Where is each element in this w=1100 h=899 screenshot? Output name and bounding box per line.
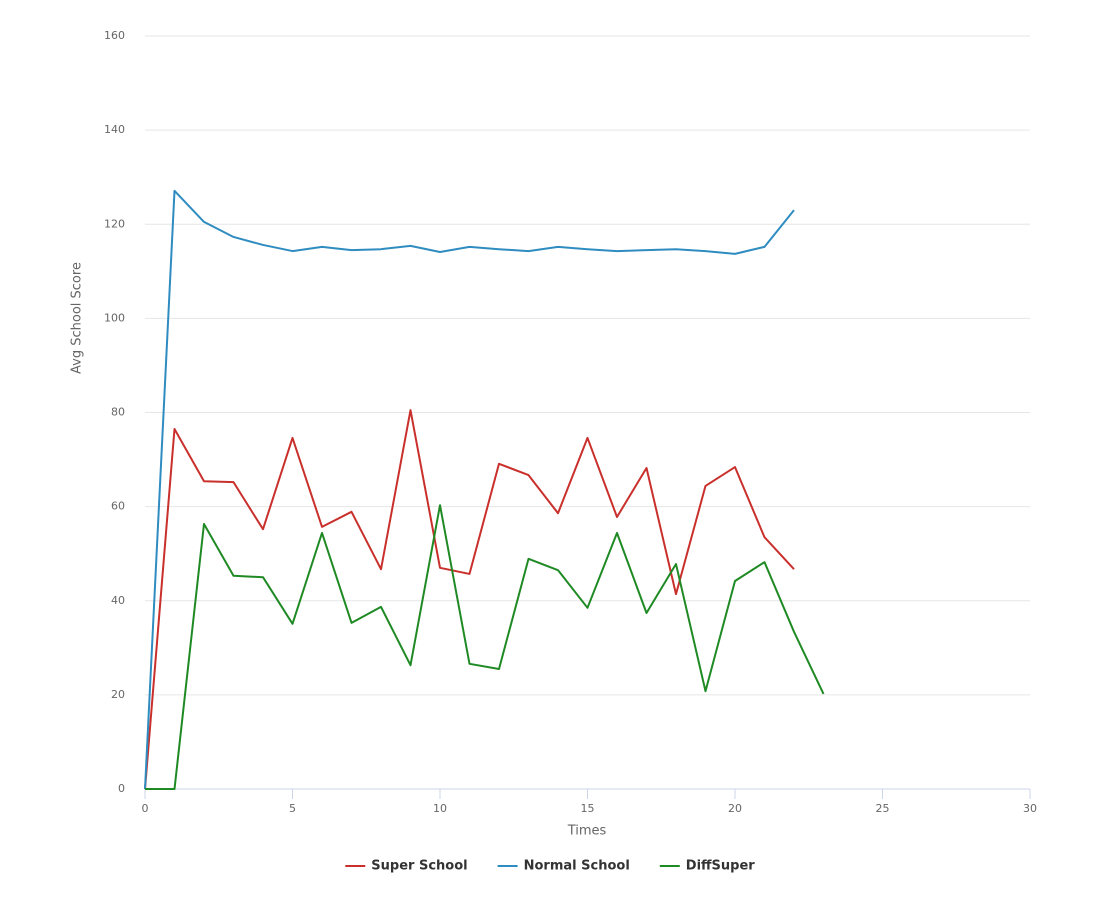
x-axis-title: Times — [567, 824, 607, 839]
y-tick-label: 120 — [104, 217, 125, 230]
y-tick-label: 100 — [104, 311, 125, 324]
y-tick-label: 20 — [111, 688, 125, 701]
legend-label: Super School — [371, 859, 467, 874]
y-tick-label: 40 — [111, 594, 125, 607]
series-line — [144, 189, 795, 790]
x-tick-label: 5 — [289, 802, 296, 815]
series-line — [144, 409, 795, 790]
x-tick-label: 0 — [142, 802, 149, 815]
x-tick-label: 15 — [581, 802, 595, 815]
y-tick-label: 60 — [111, 500, 125, 513]
x-tick-label: 10 — [433, 802, 447, 815]
y-tick-label: 160 — [104, 29, 125, 42]
x-tick-label: 30 — [1023, 802, 1037, 815]
legend-label: DiffSuper — [686, 859, 756, 874]
legend-label: Normal School — [524, 859, 630, 874]
y-tick-label: 140 — [104, 123, 125, 136]
y-axis-title: Avg School Score — [70, 262, 85, 374]
series-line — [145, 504, 825, 790]
x-tick-label: 20 — [728, 802, 742, 815]
y-tick-label: 80 — [111, 406, 125, 419]
x-tick-label: 25 — [876, 802, 890, 815]
y-tick-label: 0 — [118, 782, 125, 795]
